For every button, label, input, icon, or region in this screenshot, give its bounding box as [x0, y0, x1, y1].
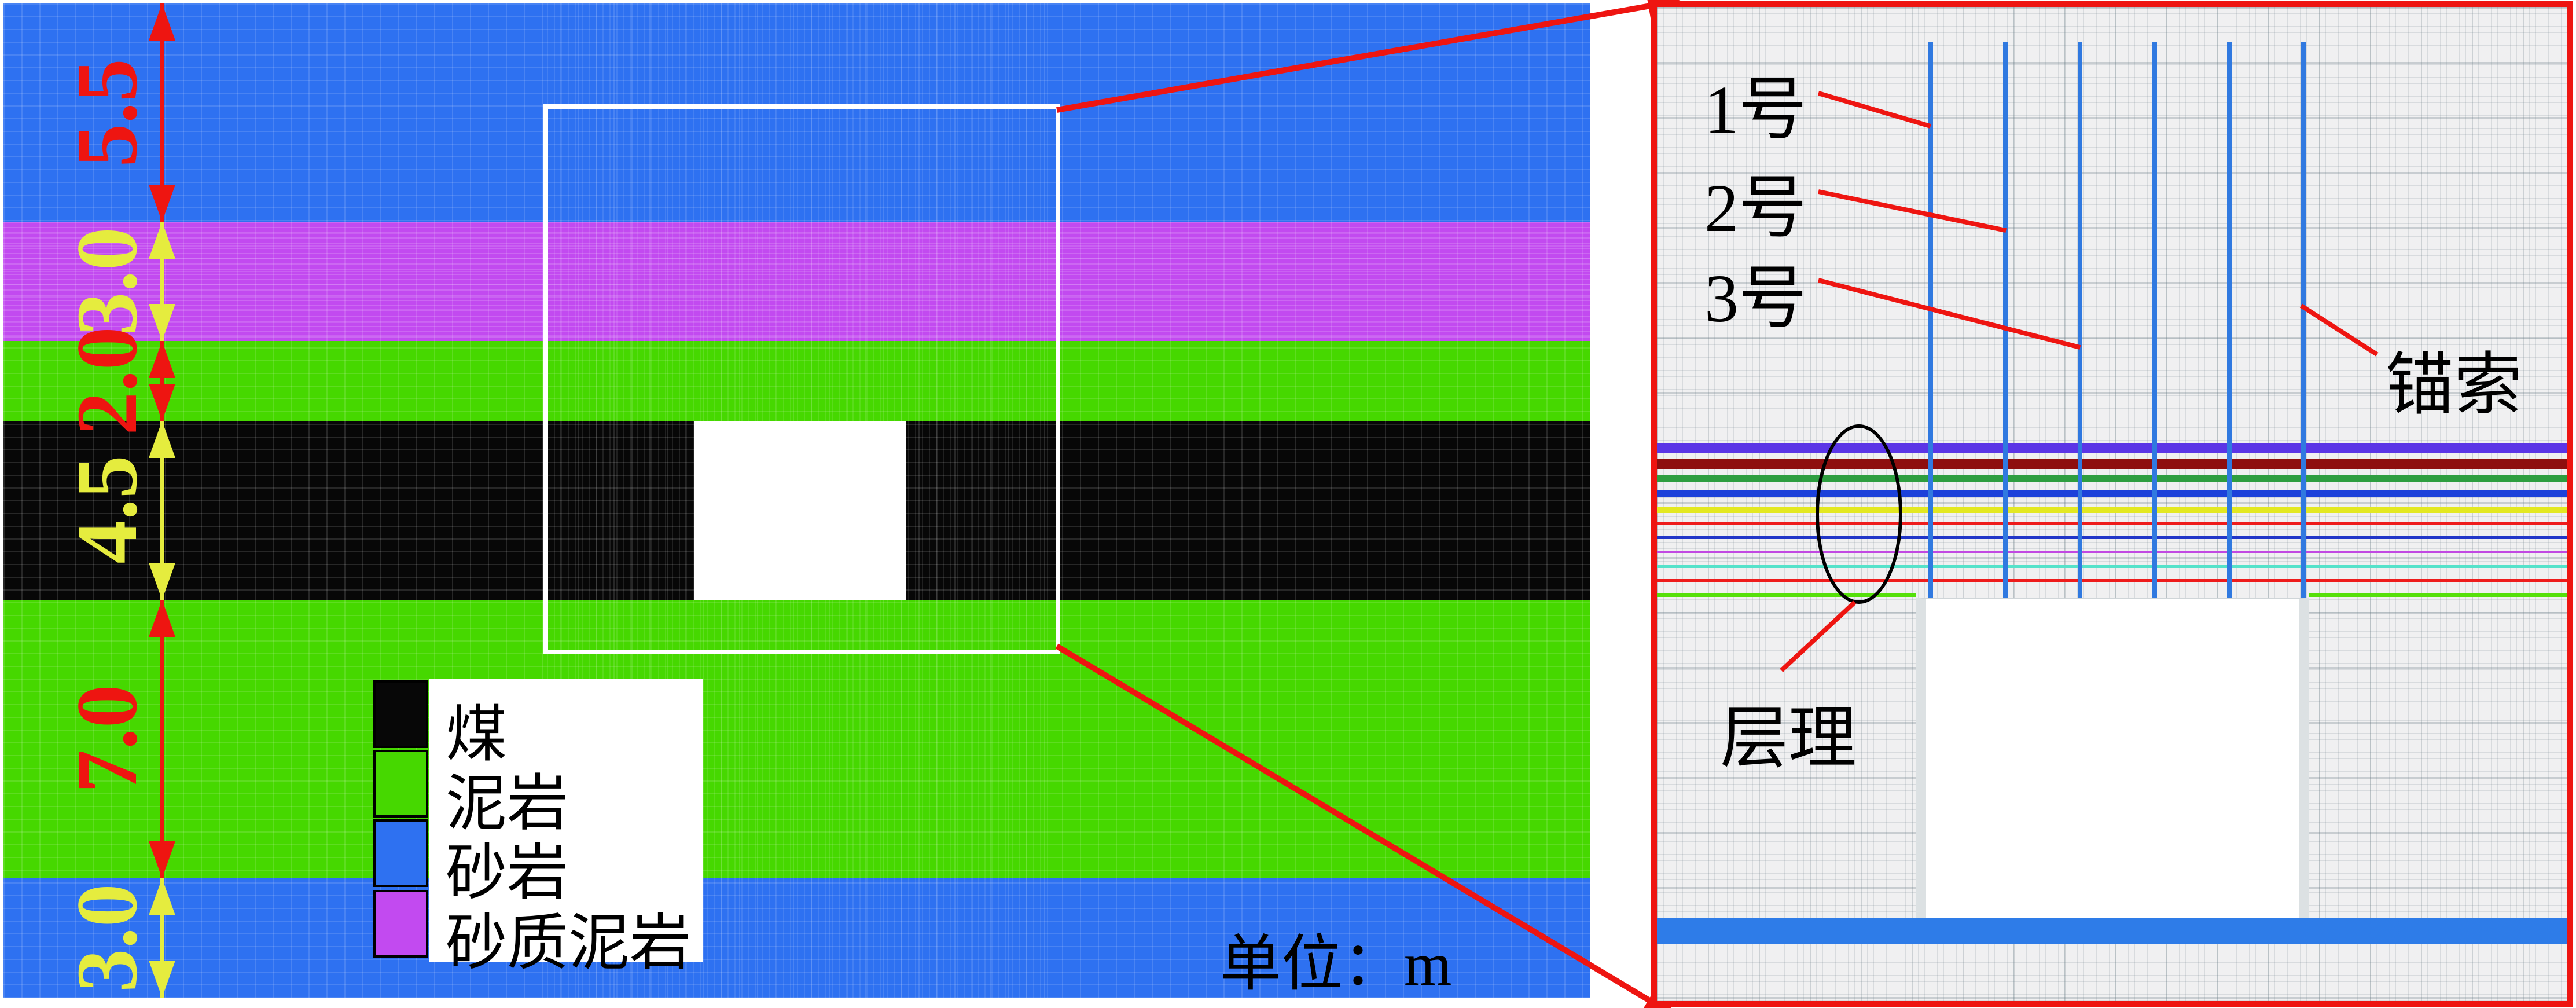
anchor-cable-line-3: [2078, 42, 2082, 598]
legend-box: [429, 679, 703, 962]
legend-label-mudstone: 泥岩: [446, 770, 568, 838]
legend-swatch-coal: [373, 680, 428, 748]
arrowhead-icon: [149, 600, 175, 637]
legend-label-sandstone: 砂岩: [446, 840, 568, 907]
arrowhead-icon: [149, 421, 175, 458]
legend-swatch-sandy-mudstone: [373, 890, 428, 958]
roadway-excavation-detail: [1916, 598, 2309, 918]
label-bolt-1: 1号: [1704, 72, 1807, 148]
dim-label-2-0: 2.0: [59, 327, 155, 435]
anchor-cable-line-4: [2152, 42, 2157, 598]
arrowhead-icon: [149, 185, 175, 222]
layer-mudstone-roof: [3, 341, 1590, 421]
arrowhead-icon: [149, 3, 175, 41]
anchor-cable-line-6: [2301, 42, 2306, 598]
dim-label-3-0-upper: 3.0: [59, 227, 155, 336]
arrowhead-icon: [149, 222, 175, 259]
bedding-line: [1657, 579, 2567, 582]
dim-label-4-5: 4.5: [59, 455, 155, 564]
arrowhead-icon: [149, 304, 175, 341]
label-anchor-cable: 锚索: [2386, 347, 2523, 423]
label-bolt-2: 2号: [1704, 170, 1807, 246]
bedding-line: [1657, 443, 2567, 453]
legend-swatch-sandstone: [373, 819, 428, 887]
dim-arrow-2-0: [160, 341, 164, 421]
layer-sandstone-bottom: [3, 878, 1590, 998]
unit-label: 单位：m: [1220, 930, 1452, 998]
legend-swatch-mudstone: [373, 750, 428, 818]
dim-label-5-5: 5.5: [59, 58, 155, 167]
roadway-excavation: [694, 421, 906, 600]
dim-arrow-3-0-upper: [160, 222, 164, 341]
layer-sandstone-top: [3, 3, 1590, 222]
legend-label-sandy-mudstone: 砂质泥岩: [446, 910, 691, 977]
bedding-line: [2309, 593, 2567, 597]
zoom-region-box: [543, 104, 1060, 654]
bedding-line: [1657, 593, 1916, 597]
arrowhead-icon: [149, 961, 175, 998]
bedding-line: [1657, 565, 2567, 568]
dim-arrow-3-0-lower: [160, 878, 164, 998]
anchor-cable-line-1: [1928, 42, 1933, 598]
anchor-cable-line-5: [2227, 42, 2232, 598]
legend-label-coal: 煤: [446, 701, 507, 769]
bedding-line: [1657, 490, 2567, 497]
anchor-cable-line-2: [2003, 42, 2008, 598]
floor-blue-bar: [1657, 918, 2567, 944]
arrowhead-icon: [149, 841, 175, 878]
bedding-line: [1657, 507, 2567, 513]
arrowhead-icon: [149, 563, 175, 600]
dim-arrow-5-5: [160, 3, 164, 222]
dim-arrow-7-0: [160, 600, 164, 878]
dim-label-7-0: 7.0: [59, 684, 155, 793]
bedding-line: [1657, 522, 2567, 525]
arrowhead-icon: [149, 878, 175, 915]
bedding-line: [1657, 536, 2567, 539]
label-bolt-3: 3号: [1704, 261, 1807, 336]
bedding-line: [1657, 551, 2567, 553]
bedding-highlight-ellipse: [1816, 424, 1902, 604]
arrowhead-icon: [149, 384, 175, 421]
arrowhead-icon: [149, 341, 175, 378]
layer-mudstone-floor: [3, 600, 1590, 878]
bedding-line: [1657, 475, 2567, 482]
label-bedding: 层理: [1720, 701, 1857, 776]
bedding-line: [1657, 459, 2567, 469]
dim-arrow-4-5: [160, 421, 164, 600]
dim-label-3-0-lower: 3.0: [59, 884, 155, 992]
layer-sandy-mudstone: [3, 222, 1590, 341]
